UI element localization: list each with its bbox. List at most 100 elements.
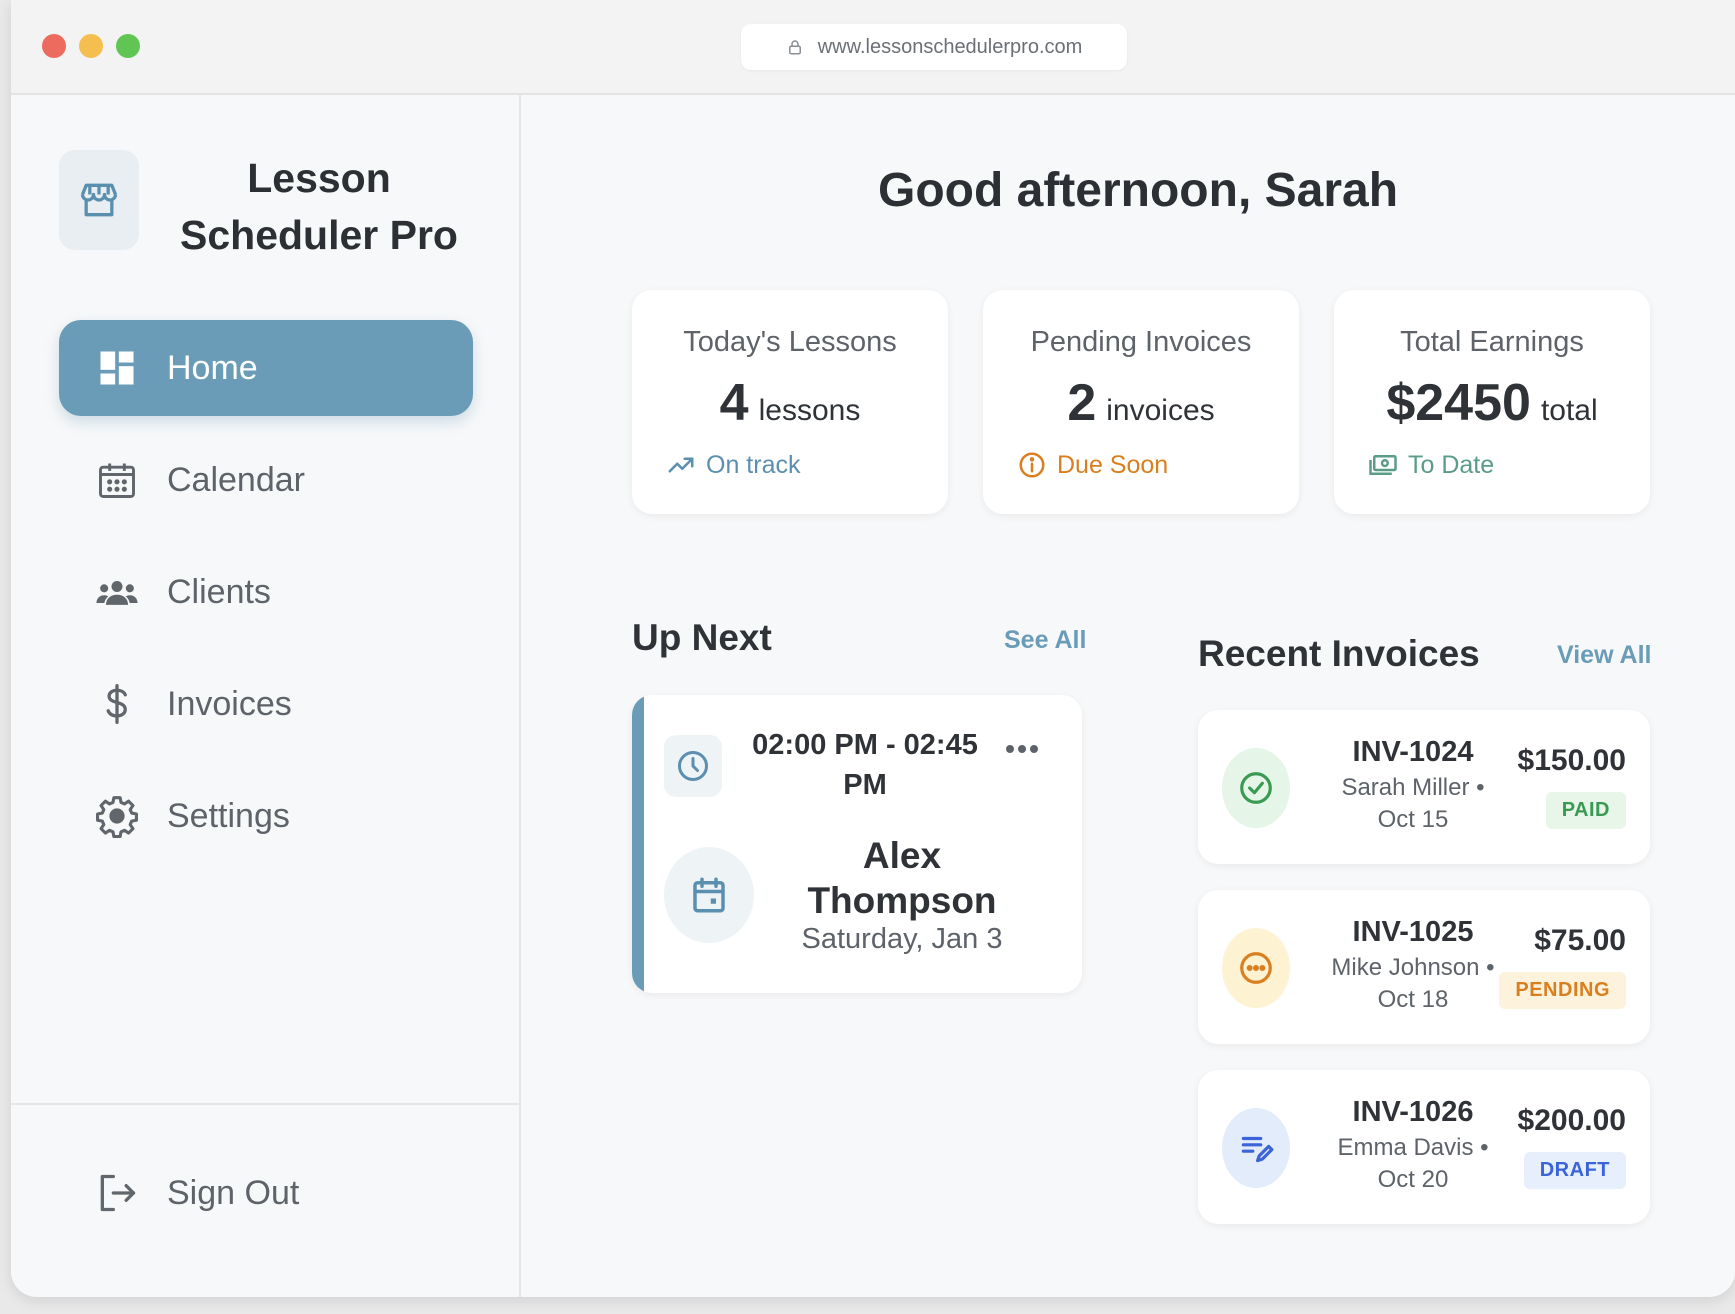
stat-number: 4 (719, 374, 749, 432)
stat-unit: lessons (758, 394, 861, 427)
lesson-accent-bar (632, 695, 644, 993)
recent-invoices-title: Recent Invoices (1198, 633, 1480, 674)
invoice-date: Oct 20 (1377, 1166, 1449, 1193)
stat-title: Today's Lessons (683, 326, 897, 358)
stat-title: Total Earnings (1400, 326, 1584, 358)
page-title: Good afternoon, Sarah (877, 164, 1399, 217)
app-name-line1: Lesson (247, 155, 391, 201)
stat-number: $2450 (1386, 374, 1531, 432)
stat-card-earnings: Total Earnings $2450 total To Date (1334, 290, 1650, 514)
up-next-title: Up Next (632, 617, 772, 658)
invoice-client: Emma Davis • (1337, 1134, 1489, 1161)
invoice-meta: Mike Johnson • Oct 18 (1308, 952, 1518, 1016)
calendar-icon (95, 458, 139, 502)
invoice-id: INV-1025 (1352, 916, 1474, 948)
sign-out-button[interactable]: Sign Out (59, 1153, 473, 1233)
lesson-time: 02:00 PM - 02:45 PM (740, 725, 990, 805)
status-badge: DRAFT (1523, 1152, 1626, 1189)
lesson-time-line2: PM (843, 769, 887, 801)
invoice-date: Oct 15 (1377, 806, 1449, 833)
invoice-amount: $150.00 (1517, 744, 1626, 777)
calendar-event-icon (664, 847, 754, 943)
sidebar-divider (11, 1103, 519, 1105)
store-icon (59, 150, 139, 250)
sidebar-item-invoices[interactable]: Invoices (59, 656, 473, 752)
invoice-card[interactable]: INV-1026 Emma Davis • Oct 20 $200.00 DRA… (1198, 1070, 1650, 1224)
brand: Lesson Scheduler Pro (59, 150, 489, 260)
edit-list-icon (1222, 1108, 1290, 1188)
pending-circle-icon (1222, 928, 1290, 1008)
invoice-client: Sarah Miller • (1341, 774, 1485, 801)
invoice-amount: $200.00 (1517, 1104, 1626, 1137)
sidebar-item-home[interactable]: Home (59, 320, 473, 416)
sidebar-item-calendar[interactable]: Calendar (59, 432, 473, 528)
stat-unit: total (1540, 394, 1598, 427)
stat-unit: invoices (1106, 394, 1215, 427)
sidebar-item-label: Invoices (167, 684, 292, 723)
check-circle-icon (1222, 748, 1290, 828)
stat-value: $2450 total (1334, 373, 1650, 433)
stat-card-invoices: Pending Invoices 2 invoices Due Soon (983, 290, 1299, 514)
stat-status-label: To Date (1408, 450, 1495, 479)
invoice-id: INV-1026 (1352, 1096, 1474, 1128)
close-window-button[interactable] (42, 34, 66, 58)
up-next-lesson-card[interactable]: 02:00 PM - 02:45 PM Alex Thompson Saturd… (632, 695, 1082, 993)
stat-number: 2 (1067, 374, 1097, 432)
stat-status: Due Soon (1017, 450, 1168, 480)
invoice-card[interactable]: INV-1024 Sarah Miller • Oct 15 $150.00 P… (1198, 710, 1650, 864)
browser-window: www.lessonschedulerpro.com Lesson Schedu… (11, 0, 1735, 1297)
app-name-line2: Scheduler Pro (180, 212, 458, 258)
sidebar: Lesson Scheduler Pro Home Calendar (11, 95, 521, 1297)
sidebar-item-label: Calendar (167, 460, 305, 499)
sidebar-item-clients[interactable]: Clients (59, 544, 473, 640)
lesson-client-last: Thompson (807, 880, 997, 921)
stat-status-label: Due Soon (1057, 450, 1169, 479)
info-icon (1019, 452, 1045, 478)
cash-icon (1369, 455, 1397, 475)
invoice-id: INV-1024 (1352, 736, 1474, 768)
more-options-icon[interactable] (1004, 743, 1040, 755)
invoice-amount: $75.00 (1534, 924, 1626, 957)
stat-status: On track (666, 450, 800, 480)
view-all-link[interactable]: View All (1557, 641, 1652, 669)
lesson-client-first: Alex (862, 835, 942, 876)
dashboard-icon (95, 346, 139, 390)
status-badge: PENDING (1499, 972, 1626, 1009)
users-icon (95, 570, 139, 614)
invoice-date: Oct 18 (1377, 986, 1449, 1013)
sidebar-item-label: Home (167, 348, 258, 387)
status-badge: PAID (1545, 792, 1626, 829)
sidebar-item-label: Clients (167, 572, 271, 611)
invoice-meta: Emma Davis • Oct 20 (1308, 1132, 1518, 1196)
lesson-client-name: Alex Thompson (792, 833, 1012, 923)
sign-out-label: Sign Out (167, 1173, 300, 1212)
lesson-time-line1: 02:00 PM - 02:45 (752, 729, 978, 761)
logout-icon (100, 1174, 136, 1212)
dollar-icon (95, 682, 139, 726)
lock-icon (788, 40, 801, 55)
sidebar-item-settings[interactable]: Settings (59, 768, 473, 864)
stat-status-label: On track (706, 450, 801, 479)
sidebar-nav: Home Calendar Clients Invoices (59, 320, 473, 880)
app-name: Lesson Scheduler Pro (169, 150, 469, 264)
lesson-date: Saturday, Jan 3 (801, 923, 1003, 955)
trend-up-icon (668, 457, 694, 473)
stat-value: 2 invoices (983, 373, 1299, 433)
stat-value: 4 lessons (632, 373, 948, 433)
gear-icon (95, 794, 139, 838)
maximize-window-button[interactable] (116, 34, 140, 58)
invoice-meta: Sarah Miller • Oct 15 (1308, 772, 1518, 836)
stat-title: Pending Invoices (1030, 326, 1252, 358)
address-bar[interactable]: www.lessonschedulerpro.com (741, 24, 1127, 70)
stat-status: To Date (1368, 450, 1494, 480)
clock-icon (664, 735, 722, 797)
sidebar-item-label: Settings (167, 796, 290, 835)
stat-card-lessons: Today's Lessons 4 lessons On track (632, 290, 948, 514)
invoice-client: Mike Johnson • (1331, 954, 1495, 981)
minimize-window-button[interactable] (79, 34, 103, 58)
see-all-link[interactable]: See All (1004, 626, 1087, 654)
address-bar-url: www.lessonschedulerpro.com (817, 35, 1083, 58)
invoice-card[interactable]: INV-1025 Mike Johnson • Oct 18 $75.00 PE… (1198, 890, 1650, 1044)
browser-titlebar: www.lessonschedulerpro.com (11, 0, 1735, 95)
